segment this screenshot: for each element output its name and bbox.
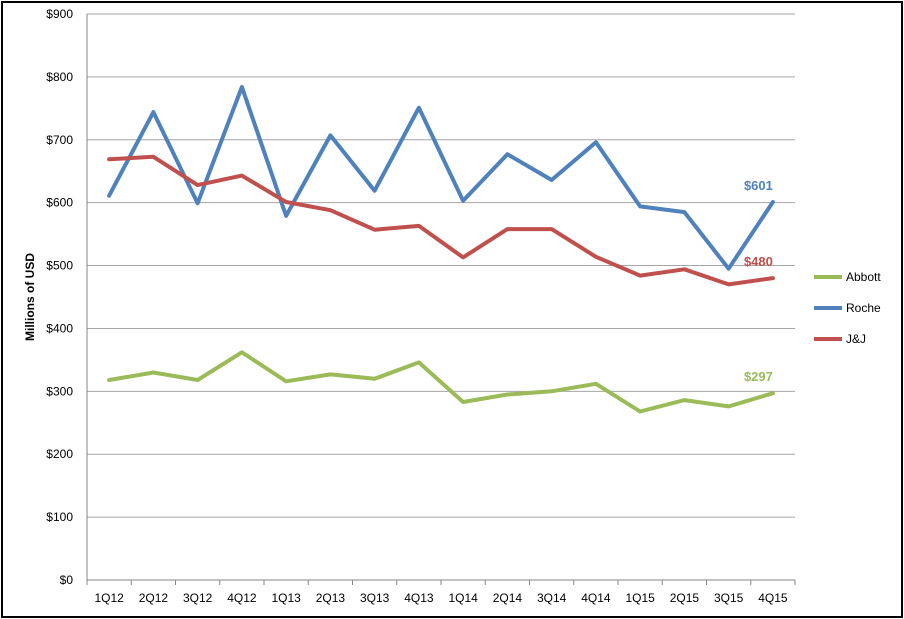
x-tick-label: 3Q15 — [714, 591, 744, 605]
y-tick-label: $400 — [46, 321, 73, 335]
y-tick-label: $200 — [46, 447, 73, 461]
y-tick-label: $300 — [46, 384, 73, 398]
end-label-j-j: $480 — [744, 254, 773, 269]
x-tick-label: 2Q12 — [139, 591, 169, 605]
y-tick-label: $900 — [46, 7, 73, 21]
series-line-roche — [107, 85, 775, 271]
x-tick-label: 2Q14 — [493, 591, 523, 605]
x-tick-label: 3Q12 — [183, 591, 213, 605]
x-tick-label: 4Q15 — [758, 591, 788, 605]
x-tick-label: 1Q12 — [94, 591, 124, 605]
legend-label: J&J — [846, 332, 866, 346]
x-tick-label: 1Q15 — [625, 591, 655, 605]
x-tick-label: 3Q14 — [537, 591, 567, 605]
y-tick-label: $600 — [46, 196, 73, 210]
y-tick-label: $800 — [46, 70, 73, 84]
y-tick-label: $500 — [46, 259, 73, 273]
y-axis-title: Millions of USD — [23, 253, 37, 341]
legend-label: Roche — [846, 301, 881, 315]
y-tick-label: $100 — [46, 510, 73, 524]
x-tick-label: 3Q13 — [360, 591, 390, 605]
x-tick-label: 4Q13 — [404, 591, 434, 605]
end-label-abbott: $297 — [744, 369, 773, 384]
series-line-abbott — [107, 350, 775, 414]
x-tick-label: 1Q13 — [271, 591, 301, 605]
x-tick-label: 2Q15 — [670, 591, 700, 605]
x-tick-label: 4Q12 — [227, 591, 257, 605]
legend-label: Abbott — [846, 270, 881, 284]
series-line-j-j — [107, 154, 775, 287]
x-tick-label: 4Q14 — [581, 591, 611, 605]
end-label-roche: $601 — [744, 178, 773, 193]
y-tick-label: $0 — [60, 573, 74, 587]
x-tick-label: 1Q14 — [448, 591, 478, 605]
x-tick-label: 2Q13 — [316, 591, 346, 605]
y-tick-label: $700 — [46, 133, 73, 147]
